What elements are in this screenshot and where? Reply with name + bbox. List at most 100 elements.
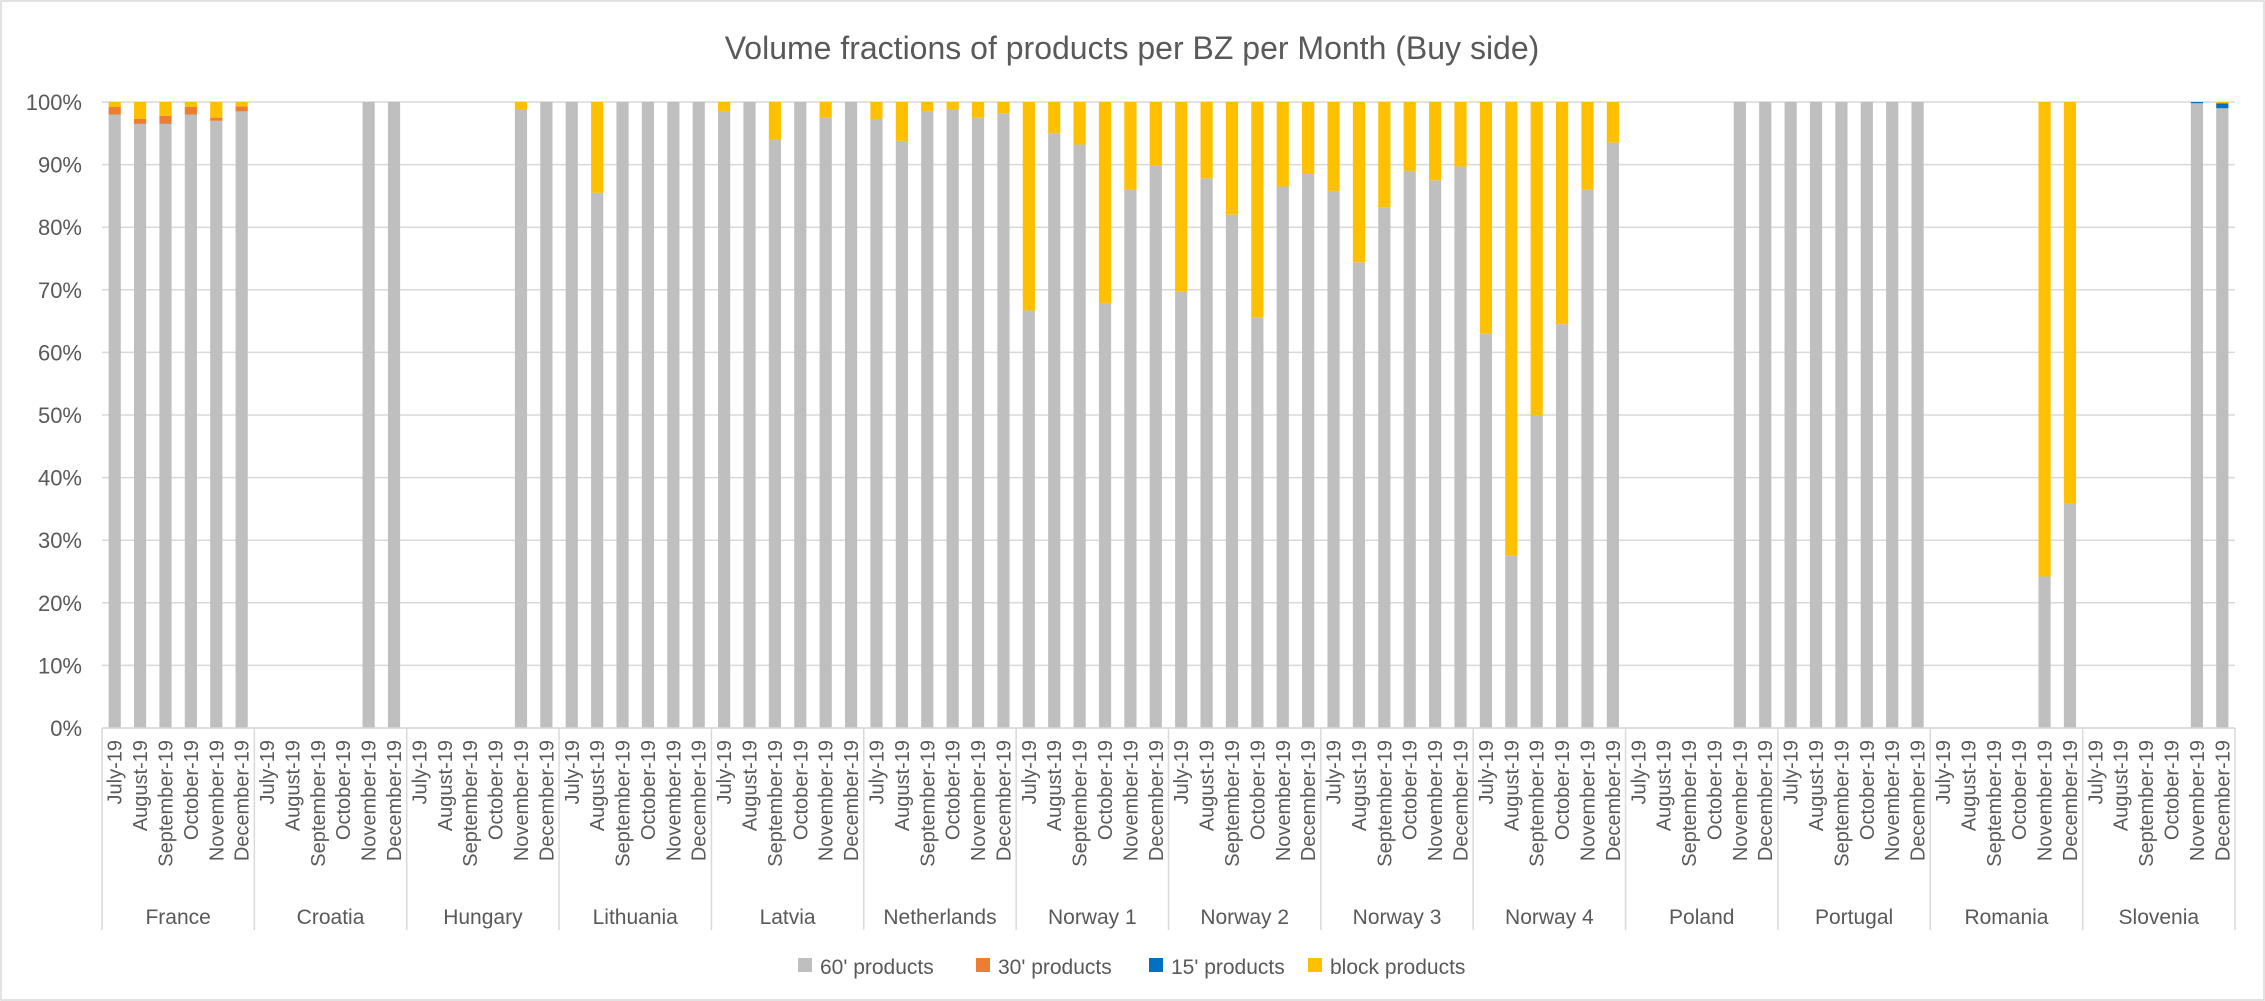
bar-segment <box>1505 102 1518 556</box>
x-tick-label: July-19 <box>866 740 888 804</box>
bar-segment <box>2063 503 2077 728</box>
group-label: Norway 3 <box>1353 906 1442 929</box>
x-tick-label: December-19 <box>689 740 711 861</box>
bar-segment <box>1454 102 1467 167</box>
bar-segment <box>514 102 528 110</box>
group-label: Portugal <box>1815 906 1893 929</box>
bar-segment <box>1403 102 1416 171</box>
y-tick-label: 100% <box>26 90 82 115</box>
x-tick-label: July-19 <box>105 740 127 804</box>
x-tick-label: December-19 <box>1603 740 1625 861</box>
x-tick-label: November-19 <box>1273 740 1295 861</box>
group-label: Netherlands <box>883 906 996 929</box>
x-tick-label: August-19 <box>282 740 304 831</box>
bar-segment <box>133 102 147 119</box>
bar-segment <box>2190 103 2204 728</box>
bar-segment <box>1403 170 1416 729</box>
bar-segment <box>1175 102 1188 292</box>
bar-segment <box>768 139 782 728</box>
bar-segment <box>997 113 1010 728</box>
bar-segment <box>1606 102 1619 143</box>
group-label: Croatia <box>297 906 365 929</box>
x-tick-label: September-19 <box>1374 740 1396 867</box>
x-tick-label: July-19 <box>1781 740 1803 804</box>
bar-segment <box>641 102 655 728</box>
x-tick-label: December-19 <box>232 740 254 861</box>
bar-segment <box>2216 102 2229 104</box>
bar-segment <box>895 140 908 728</box>
bar-segment <box>514 109 528 728</box>
bar-segment <box>1073 144 1086 728</box>
legend-swatch <box>976 958 990 972</box>
x-tick-label: July-19 <box>714 740 736 804</box>
x-tick-label: November-19 <box>1120 740 1142 861</box>
bar-segment <box>133 123 147 728</box>
y-tick-label: 80% <box>38 215 82 240</box>
axes: 0% 10% 20% 30% 40% 50% 60% 70% 80% 90% 100% July-19… <box>26 90 2236 930</box>
x-tick-label: October-19 <box>943 740 965 840</box>
bar-segment <box>235 111 248 728</box>
x-tick-label: August-19 <box>587 740 609 831</box>
bar-segment <box>540 102 553 728</box>
bar-segment <box>1505 555 1518 728</box>
x-tick-label: September-19 <box>155 740 177 867</box>
x-tick-label: August-19 <box>1806 740 1828 831</box>
x-tick-label: July-19 <box>2085 740 2107 804</box>
bar-segment <box>235 106 248 112</box>
bar-segment <box>743 102 756 728</box>
x-tick-label: October-19 <box>1704 740 1726 840</box>
bar-segment <box>1606 142 1619 728</box>
x-tick-label: September-19 <box>460 740 482 867</box>
y-tick-label: 40% <box>38 466 82 491</box>
y-tick-label: 10% <box>38 653 82 678</box>
x-tick-label: October-19 <box>486 740 508 840</box>
bar-segment <box>1530 102 1543 415</box>
bar-segment <box>819 102 832 118</box>
bar-segment <box>1225 214 1239 728</box>
bar-segment <box>1479 333 1493 728</box>
bar-segment <box>1276 102 1289 187</box>
x-tick-label: September-19 <box>1984 740 2006 867</box>
x-tick-label: November-19 <box>511 740 533 861</box>
x-tick-label: September-19 <box>613 740 635 867</box>
bar-segment <box>184 114 197 728</box>
chart-title: Volume fractions of products per BZ per … <box>725 30 1540 66</box>
x-tick-label: November-19 <box>359 740 381 861</box>
bar-segment <box>2038 576 2051 728</box>
bar-segment <box>133 118 147 124</box>
legend-entry: 30' products <box>998 956 1112 979</box>
bar-segment <box>1454 166 1467 728</box>
bar-segment <box>870 102 883 119</box>
x-tick-label: September-19 <box>1070 740 1092 867</box>
bar-segment <box>1251 102 1264 318</box>
bar-segment <box>2038 102 2051 577</box>
bar-segment <box>1733 102 1746 728</box>
bar-segment <box>1200 102 1213 179</box>
x-tick-label: November-19 <box>2187 740 2209 861</box>
x-tick-label: November-19 <box>206 740 228 861</box>
x-tick-label: July-19 <box>1324 740 1346 804</box>
x-tick-label: October-19 <box>1857 740 1879 840</box>
x-tick-label: August-19 <box>740 740 762 831</box>
x-tick-label: November-19 <box>968 740 990 861</box>
x-tick-label: September-19 <box>1831 740 1853 867</box>
x-tick-label: December-19 <box>384 740 406 861</box>
bar-segment <box>1022 310 1035 728</box>
bar-segment <box>1073 102 1086 145</box>
group-label: France <box>145 906 210 929</box>
group-label: Lithuania <box>593 906 679 929</box>
bar-segment <box>565 102 578 728</box>
x-tick-label: December-19 <box>993 740 1015 861</box>
bar-segment <box>1555 324 1569 728</box>
x-tick-label: August-19 <box>1501 740 1523 831</box>
legend-swatch <box>1308 958 1322 972</box>
x-tick-label: October-19 <box>1095 740 1117 840</box>
x-tick-label: November-19 <box>1425 740 1447 861</box>
bar-segment <box>1378 207 1391 729</box>
x-tick-label: October-19 <box>2162 740 2184 840</box>
x-tick-label: November-19 <box>1882 740 1904 861</box>
x-tick-label: September-19 <box>1222 740 1244 867</box>
y-tick-label: 90% <box>38 153 82 178</box>
bar-segment <box>794 102 807 728</box>
bar-segment <box>1048 102 1061 134</box>
